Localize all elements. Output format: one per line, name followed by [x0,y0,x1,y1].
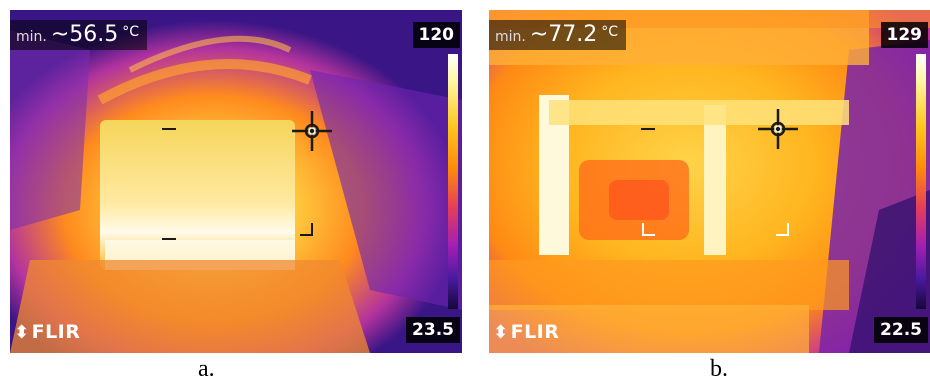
thermal-scene-b [489,10,930,353]
corner-marker-icon [162,128,176,130]
corner-marker-icon [641,128,655,130]
temp-unit: °C [601,24,619,40]
scale-max-value: 120 [412,22,460,48]
min-label: min. [16,29,47,45]
flir-logo-text: FLIR [31,321,81,343]
min-temp-readout: min. ~77.2 °C [489,20,627,50]
flir-logo-icon: ⬍ FLIR [493,321,560,343]
thermal-image-b: min. ~77.2 °C 129 22.5 ⬍ FLIR [489,10,930,353]
corner-marker-icon [642,223,655,236]
scale-min-value: 22.5 [874,317,928,343]
thermal-scene-a [10,10,462,353]
temp-unit: °C [122,24,140,40]
caption-a: a. [198,356,215,382]
min-temp-value: ~56.5 [50,22,119,47]
min-temp-readout: min. ~56.5 °C [10,20,148,50]
min-temp-value: ~77.2 [529,22,598,47]
corner-marker-icon [300,223,313,236]
scale-max-value: 129 [880,22,928,48]
corner-marker-icon [776,223,789,236]
min-label: min. [495,29,526,45]
flir-logo-icon: ⬍ FLIR [14,321,81,343]
crosshair-icon [758,109,798,149]
thermal-image-a: min. ~56.5 °C 120 23.5 ⬍ FLIR [10,10,462,353]
scale-min-value: 23.5 [406,317,460,343]
caption-b: b. [710,356,728,382]
color-scale-bar [916,54,926,309]
crosshair-icon [292,111,332,151]
flir-logo-text: FLIR [510,321,560,343]
color-scale-bar [448,54,458,309]
corner-marker-icon [162,238,176,240]
